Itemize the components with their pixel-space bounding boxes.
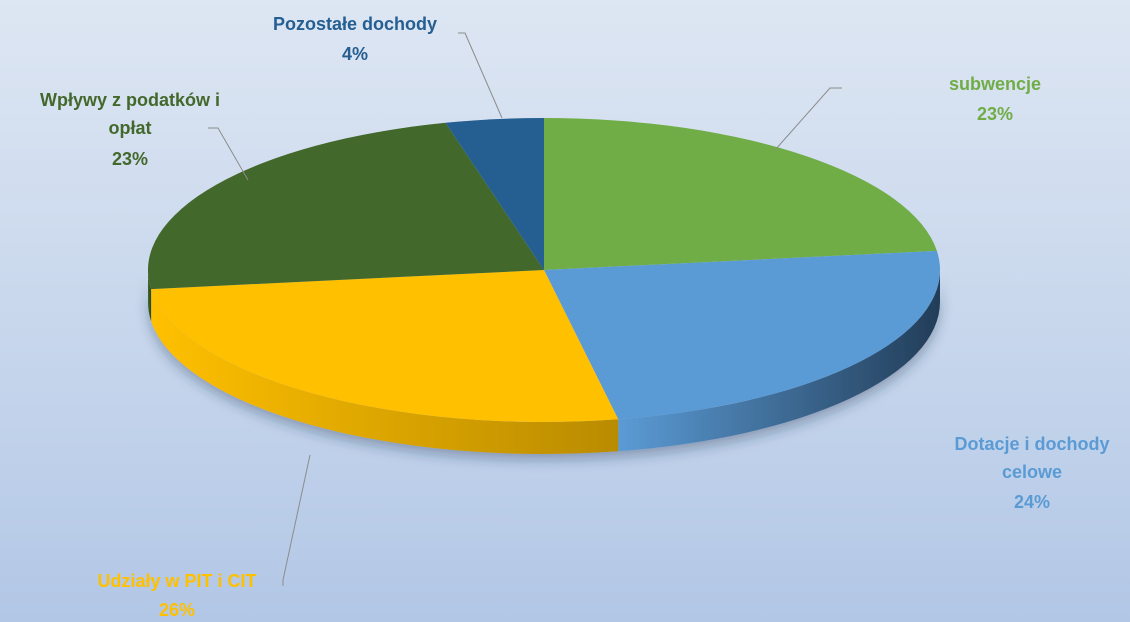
pie-sides (147, 270, 940, 454)
pie-slice-0 (544, 118, 937, 270)
slice-label-2: Udziały w PIT i CIT (97, 571, 256, 591)
slice-percent-0: 23% (977, 104, 1013, 124)
pie-side-2 (151, 289, 619, 454)
pie-slice-1 (544, 250, 941, 420)
slice-label-1-line-0: Dotacje i dochody (954, 434, 1109, 454)
pie-side-3 (147, 270, 152, 322)
slice-label-3-line-1: opłat (109, 118, 152, 138)
leader-line-4 (458, 32, 503, 119)
pie-slice-2 (151, 270, 619, 422)
pie-side-1 (618, 270, 940, 452)
slice-label-1-line-1: celowe (1002, 462, 1062, 482)
slice-percent-1: 24% (1014, 492, 1050, 512)
pie-top (147, 118, 941, 422)
slice-label-0: subwencje (949, 74, 1041, 94)
pie-slice-4 (445, 118, 544, 270)
slice-percent-4: 4% (342, 44, 368, 64)
leader-line-3 (208, 127, 249, 181)
slice-label-3-line-0: Wpływy z podatków i (40, 90, 220, 110)
leader-line-0 (774, 87, 842, 151)
pie-labels: subwencje 23% Dotacje i dochody celowe 24% Ud… (40, 14, 1110, 620)
slice-percent-3: 23% (112, 149, 148, 169)
pie-slice-3 (147, 122, 544, 290)
slice-label-4: Pozostałe dochody (273, 14, 437, 34)
leader-line-2 (282, 454, 311, 586)
slice-percent-2: 26% (159, 600, 195, 620)
